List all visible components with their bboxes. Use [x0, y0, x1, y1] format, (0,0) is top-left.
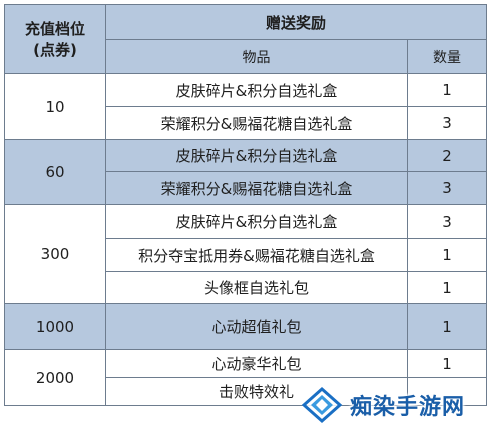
reward-header: 赠送奖励	[104, 4, 488, 40]
tier-amount: 1000	[4, 303, 106, 350]
table-row: 荣耀积分&赐福花糖自选礼盒 3	[5, 106, 488, 140]
item-qty: 3	[406, 204, 488, 239]
table-row: 2000 心动豪华礼包 1	[4, 349, 488, 406]
tier-amount: 10	[4, 73, 106, 140]
table-row: 击败特效礼	[5, 377, 488, 406]
tier-amount: 2000	[4, 349, 106, 406]
item-qty: 3	[406, 171, 488, 205]
item-name: 皮肤碎片&积分自选礼盒	[105, 139, 408, 172]
item-name: 积分夺宝抵用券&赐福花糖自选礼盒	[105, 238, 408, 272]
item-qty: 3	[406, 106, 488, 140]
item-qty: 1	[406, 73, 488, 107]
table-row: 1000 心动超值礼包 1	[4, 303, 488, 350]
table-row: 300 皮肤碎片&积分自选礼盒 3	[4, 204, 488, 304]
item-name: 荣耀积分&赐福花糖自选礼盒	[105, 171, 408, 205]
item-name: 心动豪华礼包	[105, 349, 408, 378]
item-name: 击败特效礼	[105, 377, 408, 406]
table-row: 荣耀积分&赐福花糖自选礼盒 3	[5, 171, 488, 205]
item-qty: 1	[406, 271, 488, 304]
tier-header: 充值档位 (点券)	[4, 4, 106, 74]
reward-table: 充值档位 (点券) 赠送奖励 物品 数量 10 皮肤碎片&积分自选礼盒 1 荣耀…	[4, 4, 488, 406]
table-row: 60 皮肤碎片&积分自选礼盒 2	[4, 139, 488, 205]
tier-amount: 300	[4, 204, 106, 304]
qty-column-header: 数量	[406, 39, 488, 74]
table-row: 积分夺宝抵用券&赐福花糖自选礼盒 1	[5, 238, 488, 272]
item-name: 荣耀积分&赐福花糖自选礼盒	[105, 106, 408, 140]
item-name: 皮肤碎片&积分自选礼盒	[105, 204, 408, 239]
item-qty: 2	[406, 139, 488, 172]
tier-amount: 60	[4, 139, 106, 205]
tier-header-line2: (点券)	[33, 41, 77, 59]
item-qty	[406, 377, 488, 406]
item-qty: 1	[406, 349, 488, 378]
item-column-header: 物品	[105, 39, 408, 74]
watermark-text: 痴染手游网	[350, 394, 466, 420]
tier-header-line1: 充值档位	[24, 20, 85, 38]
diamond-logo-icon	[301, 386, 343, 423]
table-row: 头像框自选礼包 1	[5, 271, 488, 304]
item-name: 头像框自选礼包	[105, 271, 408, 304]
watermark: 痴染手游网	[300, 380, 493, 429]
item-qty: 1	[406, 238, 488, 272]
item-name: 皮肤碎片&积分自选礼盒	[105, 73, 408, 107]
item-qty: 1	[406, 303, 488, 350]
item-name: 心动超值礼包	[105, 303, 408, 350]
table-row: 10 皮肤碎片&积分自选礼盒 1	[4, 73, 488, 140]
